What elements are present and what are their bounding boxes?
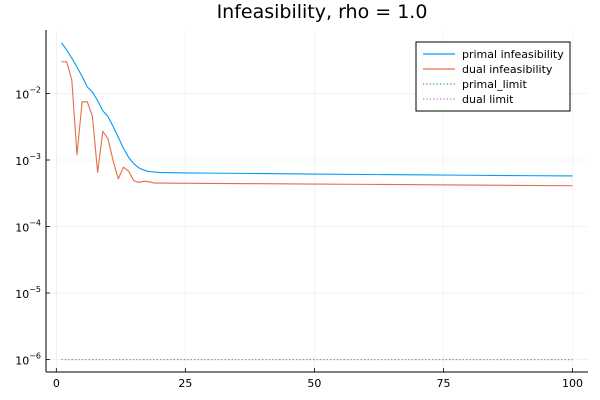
axes [45,30,588,373]
y-tick-label: 10−2 [15,85,41,101]
x-tick-label: 25 [178,377,192,390]
x-tick-label: 75 [436,377,450,390]
legend-label: primal infeasibility [462,48,564,61]
y-tick-label: 10−4 [15,219,41,235]
y-tick-label: 10−5 [15,285,41,301]
legend-label: dual infeasibility [462,63,553,76]
y-tick-label: 10−6 [15,352,41,368]
x-tick-label: 0 [53,377,60,390]
series-layer [61,42,573,361]
legend-label: dual limit [462,93,514,106]
legend: primal infeasibility dual infeasibility pr… [415,41,571,112]
chart-title: Infeasibility, rho = 1.0 [217,1,428,23]
series-line-dual-infeasibility [61,61,573,187]
x-tick-label: 100 [562,377,583,390]
y-tick-label: 10−3 [15,152,41,168]
x-tick-label: 50 [307,377,321,390]
legend-label: primal_limit [462,78,527,91]
tick-labels: 0 25 50 75 100 10−2 10−3 10−4 10−5 10−6 [15,85,583,390]
series-line-primal-infeasibility [61,42,573,177]
